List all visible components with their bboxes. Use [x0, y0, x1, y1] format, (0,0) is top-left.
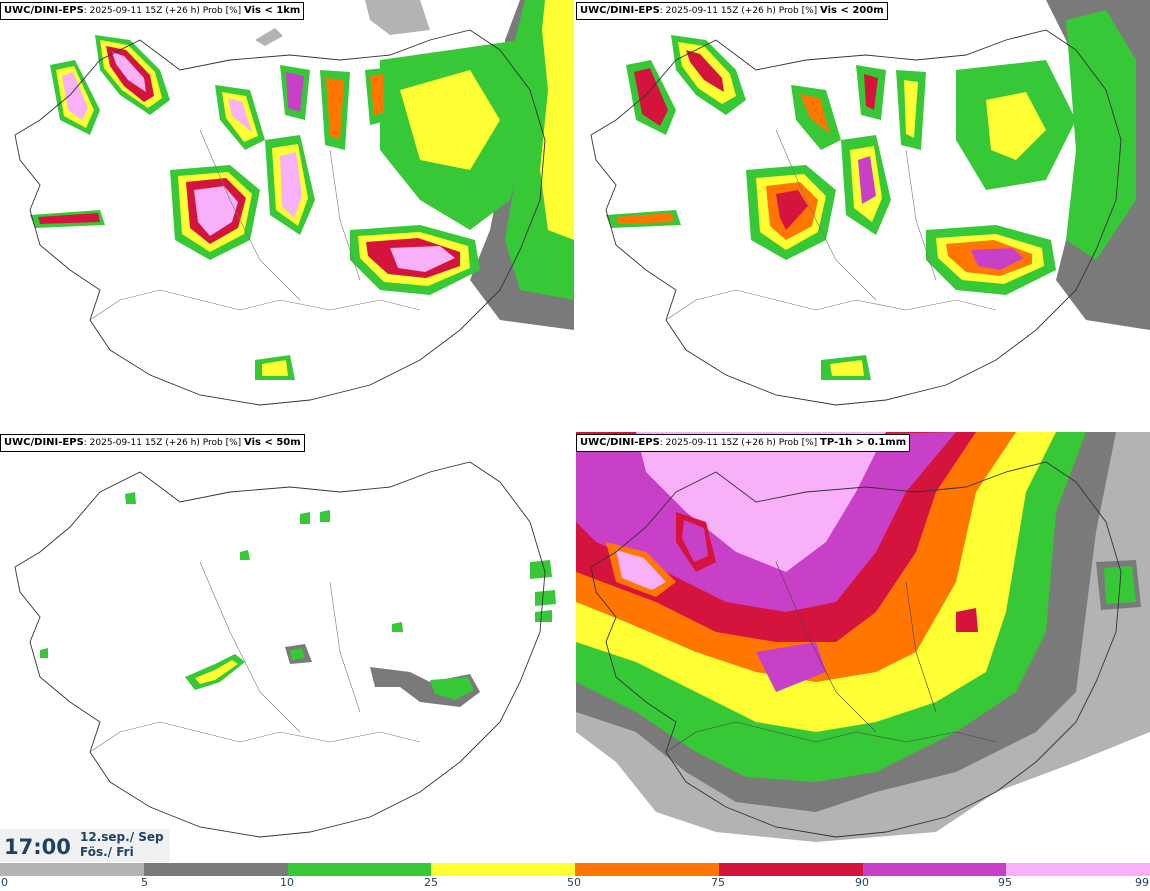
- map-panel-precip: UWC/DINI-EPS: 2025-09-11 15Z (+26 h) Pro…: [576, 432, 1150, 860]
- map-panel-vis-200m: UWC/DINI-EPS: 2025-09-11 15Z (+26 h) Pro…: [576, 0, 1150, 428]
- panel-title: UWC/DINI-EPS: 2025-09-11 15Z (+26 h) Pro…: [0, 434, 305, 452]
- valid-date: 12.sep./ Sep: [80, 830, 164, 844]
- map-panel-vis-50m: UWC/DINI-EPS: 2025-09-11 15Z (+26 h) Pro…: [0, 432, 574, 860]
- colorbar-segment: [575, 863, 719, 876]
- valid-time-box: 17:00 12.sep./ Sep Fös./ Fri: [0, 829, 170, 862]
- colorbar-segment: [287, 863, 432, 876]
- colorbar-segment: [0, 863, 144, 876]
- colorbar-tick: 90: [855, 876, 869, 889]
- colorbar-tick: 75: [711, 876, 725, 889]
- colorbar-tick: 50: [567, 876, 581, 889]
- colorbar-segment: [143, 863, 288, 876]
- colorbar-tick: 95: [998, 876, 1012, 889]
- panel-title: UWC/DINI-EPS: 2025-09-11 15Z (+26 h) Pro…: [0, 2, 305, 20]
- panel-title: UWC/DINI-EPS: 2025-09-11 15Z (+26 h) Pro…: [576, 434, 911, 452]
- probability-map: [14, 461, 556, 838]
- colorbar-segment: [1006, 863, 1150, 876]
- colorbar-segment: [862, 863, 1007, 876]
- probability-map: [590, 0, 1150, 406]
- probability-map: [14, 0, 574, 406]
- colorbar-tick: 0: [1, 876, 8, 889]
- colorbar-segment: [718, 863, 863, 876]
- valid-day: Fös./ Fri: [80, 845, 134, 859]
- colorbar-tick: 10: [280, 876, 294, 889]
- probability-map: [576, 432, 1150, 860]
- panel-title: UWC/DINI-EPS: 2025-09-11 15Z (+26 h) Pro…: [576, 2, 888, 20]
- colorbar-tick: 99: [1135, 876, 1149, 889]
- colorbar-segment: [431, 863, 575, 876]
- valid-time: 17:00: [4, 835, 71, 859]
- colorbar-tick: 25: [424, 876, 438, 889]
- colorbar-tick: 5: [141, 876, 148, 889]
- colorbar: [0, 863, 1150, 876]
- map-panel-vis-1km: UWC/DINI-EPS: 2025-09-11 15Z (+26 h) Pro…: [0, 0, 574, 428]
